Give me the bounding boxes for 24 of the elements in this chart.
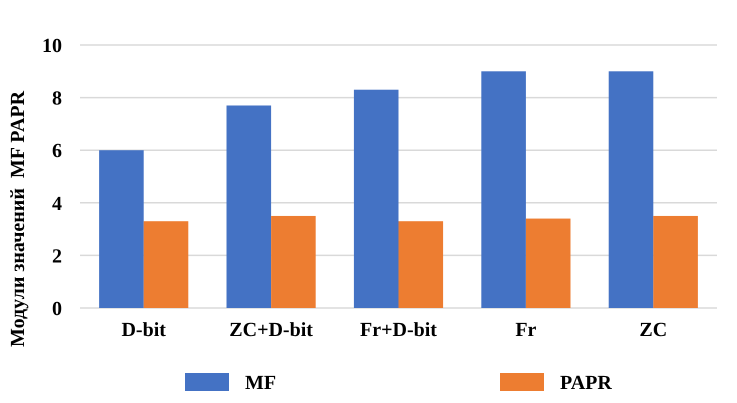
bar xyxy=(354,90,398,308)
bar xyxy=(398,221,444,308)
bar xyxy=(271,216,316,308)
legend-label: MF xyxy=(245,372,276,394)
x-tick-label: ZC+D-bit xyxy=(229,319,314,341)
y-tick-label: 0 xyxy=(52,298,62,320)
bar xyxy=(608,71,654,308)
x-tick-label: ZC xyxy=(639,319,668,341)
y-tick-label: 4 xyxy=(52,192,62,215)
bar xyxy=(526,218,570,308)
legend-label: PAPR xyxy=(560,372,612,394)
y-tick-label: 2 xyxy=(52,245,62,268)
bar xyxy=(144,221,188,308)
y-tick-label: 8 xyxy=(52,88,62,110)
x-tick-label: D-bit xyxy=(121,319,166,341)
bar xyxy=(99,150,144,308)
y-tick-label: 10 xyxy=(42,35,62,57)
bar xyxy=(226,105,272,308)
x-tick-label: Fr+D-bit xyxy=(360,319,438,341)
bar xyxy=(653,216,698,308)
x-tick-label: Fr xyxy=(515,319,537,341)
y-tick-label: 6 xyxy=(52,140,62,162)
bar xyxy=(481,71,526,308)
y-axis-title: Модули значений MF PAPR xyxy=(7,90,29,348)
